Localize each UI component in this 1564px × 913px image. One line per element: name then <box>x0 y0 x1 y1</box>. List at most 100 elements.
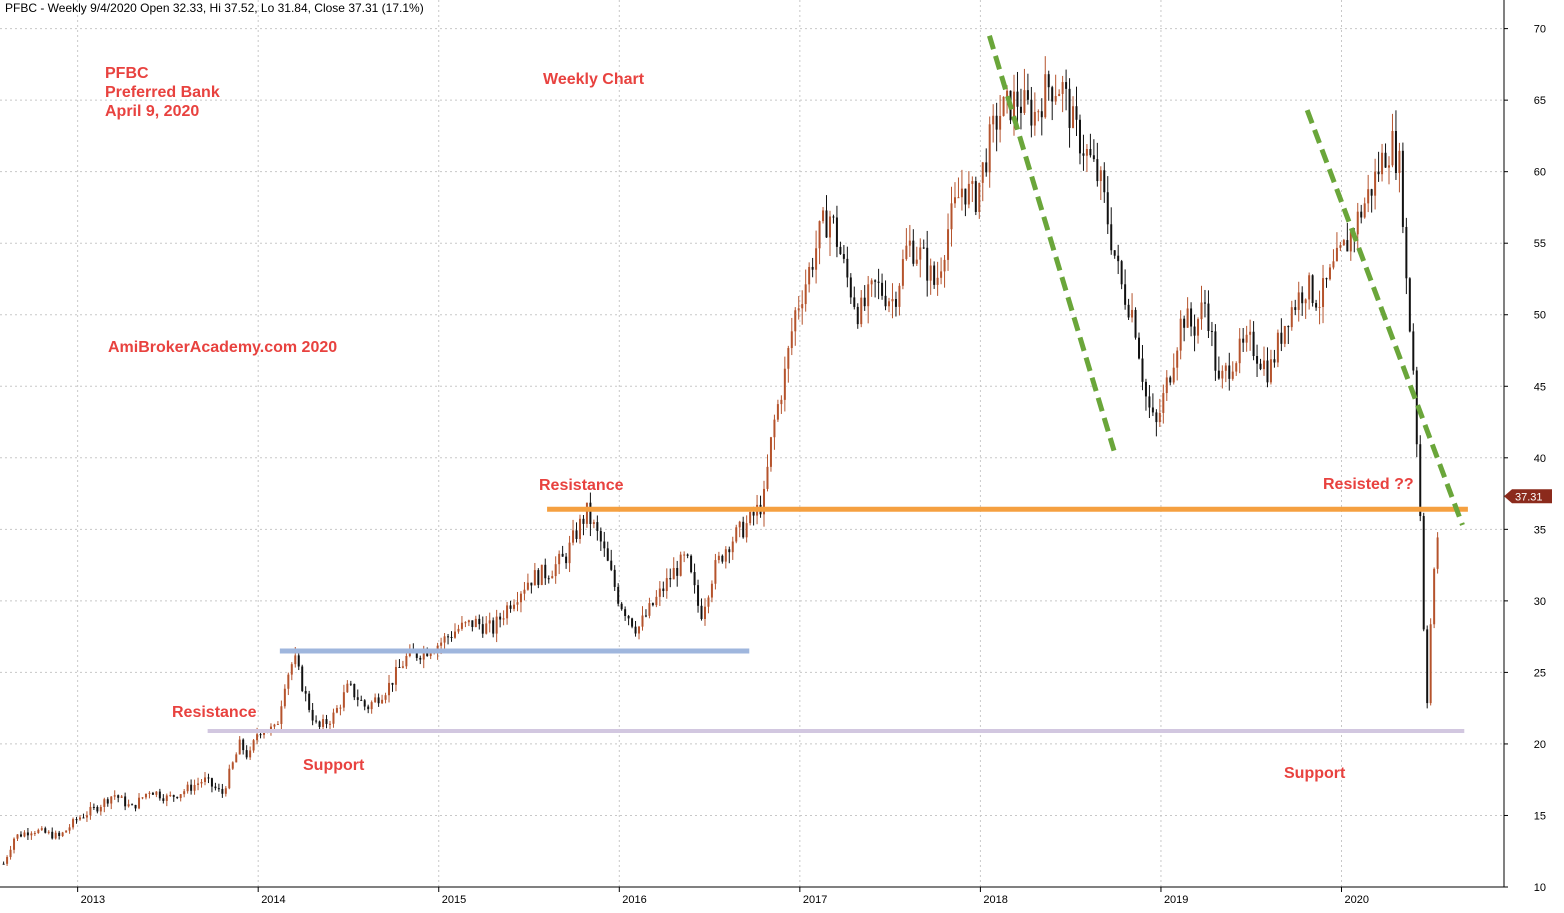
x-tick-label: 2018 <box>983 894 1007 906</box>
candle-body <box>901 259 904 286</box>
candle-body <box>1391 131 1394 166</box>
candle-body <box>290 664 293 675</box>
y-tick-label: 25 <box>1534 667 1546 679</box>
candle-body <box>1172 367 1175 383</box>
candle-body <box>367 706 370 710</box>
candle-body <box>568 542 571 564</box>
candle-body <box>1058 93 1061 97</box>
candle-body <box>551 576 554 579</box>
candle-body <box>839 246 842 255</box>
candle-body <box>1217 370 1220 379</box>
y-tick-label: 55 <box>1534 238 1546 250</box>
candle-body <box>1162 393 1165 413</box>
candle-body <box>158 791 161 799</box>
last-price-badge-shape <box>1504 489 1552 504</box>
candle-body <box>172 795 175 797</box>
candle-body <box>620 603 623 610</box>
support-label-right: Support <box>1284 765 1346 782</box>
candle-body <box>631 618 634 627</box>
watermark-label: AmiBrokerAcademy.com 2020 <box>108 339 337 356</box>
candle-body <box>860 297 863 325</box>
chart-header: PFBC - Weekly 9/4/2020 Open 32.33, Hi 37… <box>5 1 424 15</box>
candle-body <box>665 578 668 592</box>
candle-body <box>301 666 304 691</box>
candle-body <box>710 583 713 598</box>
candle-body <box>933 265 936 285</box>
candle-body <box>1214 331 1217 371</box>
candle-body <box>964 188 967 205</box>
candle-body <box>1419 444 1422 517</box>
candle-body <box>311 709 314 721</box>
candle-body <box>318 721 321 727</box>
candle-body <box>85 815 88 818</box>
candle-body <box>1120 261 1123 285</box>
candle-body <box>599 530 602 542</box>
candle-body <box>960 188 963 198</box>
candle-body <box>669 578 672 580</box>
y-tick-label: 45 <box>1534 381 1546 393</box>
candle-body <box>596 522 599 531</box>
candle-body <box>332 712 335 724</box>
candle-body <box>870 280 873 285</box>
candle-body <box>1370 189 1373 196</box>
candle-body <box>506 605 509 619</box>
candle-body <box>242 739 245 751</box>
candle-body <box>811 266 814 270</box>
candle-body <box>1040 111 1043 118</box>
candle-body <box>638 626 641 634</box>
candle-body <box>1190 308 1193 327</box>
candle-body <box>443 636 446 643</box>
candle-body <box>1203 302 1206 304</box>
candle-body <box>794 310 797 332</box>
candle-body <box>1276 332 1279 363</box>
candle-body <box>773 419 776 438</box>
candle-body <box>127 804 130 807</box>
candle-body <box>89 806 92 816</box>
candle-body <box>787 348 790 369</box>
candle-body <box>519 593 522 603</box>
candle-body <box>783 368 786 400</box>
candle-body <box>589 502 592 525</box>
candle-body <box>544 564 547 579</box>
candle-body <box>16 834 19 839</box>
candle-body <box>613 569 616 587</box>
candle-body <box>37 829 40 834</box>
candle-body <box>259 734 262 736</box>
candle-body <box>356 697 359 700</box>
candle-body <box>23 832 26 837</box>
candle-body <box>235 754 238 763</box>
candle-body <box>526 582 529 590</box>
x-tick-label: 2013 <box>81 894 105 906</box>
candle-body <box>99 806 102 812</box>
candle-body <box>825 210 828 238</box>
company-label: Preferred Bank <box>105 84 220 101</box>
candle-body <box>113 795 116 797</box>
candle-body <box>697 585 700 606</box>
candle-body <box>155 791 158 795</box>
candle-body <box>13 838 16 850</box>
candle-body <box>335 708 338 713</box>
candle-body <box>804 284 807 305</box>
candle-body <box>957 197 960 199</box>
candle-body <box>349 683 352 685</box>
candle-body <box>1408 278 1411 332</box>
candle-body <box>419 657 422 660</box>
candle-body <box>44 828 47 833</box>
candle-body <box>561 553 564 557</box>
candle-body <box>1207 303 1210 331</box>
candle-body <box>1054 96 1057 102</box>
weekly-chart-label: Weekly Chart <box>543 71 645 88</box>
candle-body <box>249 750 252 758</box>
candle-body <box>339 707 342 709</box>
candle-body <box>1245 334 1248 343</box>
candle-body <box>1269 359 1272 383</box>
candle-body <box>540 564 543 585</box>
candle-body <box>1134 309 1137 338</box>
candle-body <box>610 560 613 570</box>
candle-body <box>203 777 206 782</box>
trend-line <box>987 35 1117 452</box>
candle-body <box>617 586 620 604</box>
candle-body <box>342 692 345 708</box>
candle-body <box>228 768 231 789</box>
